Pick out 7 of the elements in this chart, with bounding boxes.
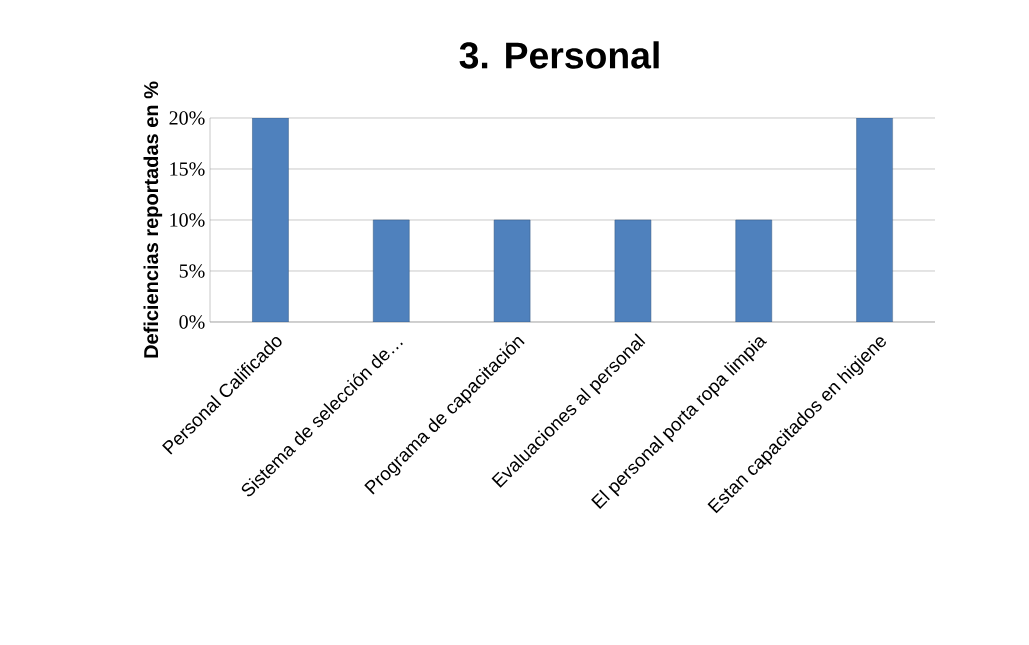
y-axis-title: Deficiencias reportadas en % bbox=[143, 81, 163, 358]
y-tick-label: 20% bbox=[169, 111, 205, 125]
y-tick-label: 5% bbox=[179, 264, 205, 278]
y-tick-label: 15% bbox=[170, 162, 205, 176]
y-tick-label: 10% bbox=[170, 213, 205, 227]
chart-title: 3. Personal bbox=[459, 41, 659, 69]
y-tick-label: 0% bbox=[179, 315, 205, 329]
